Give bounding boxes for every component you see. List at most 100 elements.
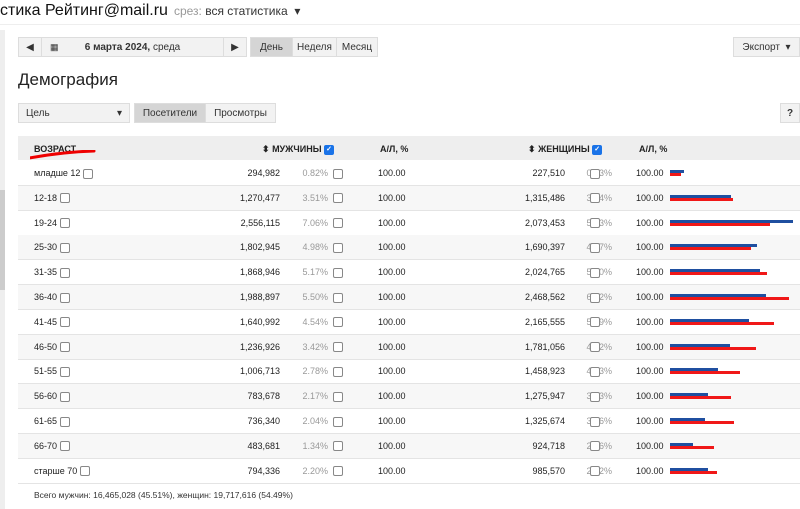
men-percent: 7.06% bbox=[302, 217, 328, 228]
women-bar bbox=[670, 396, 732, 400]
men-checkbox[interactable] bbox=[333, 292, 343, 303]
women-checkbox[interactable] bbox=[590, 317, 600, 328]
row-checkbox[interactable] bbox=[59, 367, 70, 378]
row-checkbox[interactable] bbox=[59, 218, 70, 229]
women-checkbox[interactable] bbox=[590, 267, 600, 278]
row-checkbox[interactable] bbox=[59, 441, 70, 452]
women-bar bbox=[670, 371, 741, 375]
row-checkbox[interactable] bbox=[59, 292, 70, 303]
period-month[interactable]: Месяц bbox=[336, 37, 378, 57]
men-checkbox[interactable]: ✓ bbox=[324, 144, 335, 155]
age-label: 56-60 bbox=[34, 391, 70, 402]
tab-views[interactable]: Просмотры bbox=[205, 103, 276, 123]
women-checkbox[interactable] bbox=[590, 242, 600, 254]
next-date-button[interactable]: ▶ bbox=[223, 37, 247, 57]
tab-visitors[interactable]: Посетители bbox=[134, 103, 206, 123]
totals-footer: Всего мужчин: 16,465,028 (45.51%), женщи… bbox=[34, 490, 293, 500]
men-percent: 4.54% bbox=[302, 316, 328, 327]
men-checkbox[interactable] bbox=[333, 366, 343, 378]
row-checkbox[interactable] bbox=[59, 267, 70, 278]
men-percent: 2.20% bbox=[302, 465, 328, 476]
women-al: 100.00 bbox=[636, 168, 664, 178]
men-checkbox[interactable] bbox=[333, 267, 343, 278]
header-women[interactable]: ⬍ ЖЕНЩИНЫ ✓ bbox=[528, 144, 603, 155]
men-percent: 5.50% bbox=[302, 292, 328, 302]
women-checkbox[interactable] bbox=[590, 292, 600, 303]
women-al: 100.00 bbox=[636, 242, 664, 253]
women-al: 100.00 bbox=[636, 416, 664, 426]
men-bar bbox=[670, 194, 732, 198]
women-value: 2,165,555 bbox=[524, 316, 565, 327]
women-value: 227,510 bbox=[532, 168, 565, 178]
men-percent: 4.98% bbox=[302, 242, 328, 253]
men-checkbox[interactable] bbox=[333, 466, 343, 477]
age-label: младше 12 bbox=[34, 168, 93, 179]
women-checkbox[interactable] bbox=[590, 466, 600, 477]
women-checkbox[interactable] bbox=[590, 218, 600, 229]
women-value: 1,690,397 bbox=[524, 242, 565, 253]
women-bar bbox=[670, 222, 770, 226]
women-checkbox[interactable]: ✓ bbox=[592, 144, 603, 155]
women-checkbox[interactable] bbox=[590, 366, 600, 378]
period-day[interactable]: День bbox=[250, 37, 293, 57]
men-checkbox[interactable] bbox=[333, 218, 343, 229]
help-button[interactable]: ? bbox=[780, 103, 800, 123]
men-checkbox[interactable] bbox=[333, 168, 343, 179]
women-value: 1,325,674 bbox=[524, 416, 565, 426]
men-value: 1,868,946 bbox=[239, 267, 280, 278]
row-checkbox[interactable] bbox=[79, 466, 90, 477]
header-age[interactable]: ВОЗРАСТ bbox=[34, 144, 77, 154]
men-al: 100.00 bbox=[378, 242, 406, 253]
men-checkbox[interactable] bbox=[333, 317, 343, 328]
women-checkbox[interactable] bbox=[590, 391, 600, 402]
table-row: 56-60 783,678 2.17% 100.00 1,275,947 3.5… bbox=[18, 384, 800, 410]
age-label: 46-50 bbox=[34, 342, 70, 353]
women-checkbox[interactable] bbox=[590, 342, 600, 353]
row-checkbox[interactable] bbox=[59, 193, 70, 204]
row-checkbox[interactable] bbox=[59, 416, 70, 427]
men-checkbox[interactable] bbox=[333, 342, 343, 353]
men-checkbox[interactable] bbox=[333, 193, 343, 204]
row-checkbox[interactable] bbox=[59, 342, 70, 353]
men-percent: 0.82% bbox=[302, 168, 328, 178]
men-percent: 2.17% bbox=[302, 391, 328, 402]
women-checkbox[interactable] bbox=[590, 193, 600, 204]
men-checkbox[interactable] bbox=[333, 441, 343, 452]
men-bar bbox=[670, 269, 760, 273]
row-checkbox[interactable] bbox=[59, 243, 70, 254]
calendar-icon: ▦ bbox=[50, 41, 59, 52]
slice-selector[interactable]: срез: вся статистика ▾ bbox=[173, 4, 301, 18]
prev-date-button[interactable]: ◀ bbox=[18, 37, 42, 57]
goal-select[interactable]: Цель ▾ bbox=[18, 103, 130, 123]
women-checkbox[interactable] bbox=[590, 416, 600, 427]
women-al: 100.00 bbox=[636, 440, 664, 451]
men-checkbox[interactable] bbox=[333, 416, 343, 427]
women-value: 1,275,947 bbox=[524, 391, 565, 402]
men-value: 2,556,115 bbox=[240, 217, 280, 228]
arrow-left-icon: ◀ bbox=[26, 41, 34, 53]
women-al: 100.00 bbox=[636, 316, 664, 327]
men-checkbox[interactable] bbox=[333, 391, 343, 402]
export-button[interactable]: Экспорт ▾ bbox=[733, 37, 800, 57]
header-women-al: А/Л, % bbox=[639, 144, 668, 154]
women-al: 100.00 bbox=[636, 391, 664, 402]
row-checkbox[interactable] bbox=[82, 168, 93, 179]
men-checkbox[interactable] bbox=[333, 242, 343, 254]
row-checkbox[interactable] bbox=[59, 317, 70, 328]
date-picker[interactable]: ▦ 6 марта 2024, среда bbox=[41, 37, 224, 57]
table-row: 46-50 1,236,926 3.42% 100.00 1,781,056 4… bbox=[18, 334, 800, 360]
period-week[interactable]: Неделя bbox=[292, 37, 337, 57]
women-al: 100.00 bbox=[636, 192, 664, 203]
row-checkbox[interactable] bbox=[59, 391, 70, 402]
men-al: 100.00 bbox=[378, 217, 406, 228]
women-bar bbox=[670, 173, 681, 176]
table-row: 41-45 1,640,992 4.54% 100.00 2,165,555 5… bbox=[18, 310, 800, 335]
men-value: 783,678 bbox=[247, 391, 280, 402]
women-checkbox[interactable] bbox=[590, 168, 600, 179]
men-percent: 2.78% bbox=[302, 366, 328, 377]
men-bar bbox=[670, 294, 766, 297]
header-men[interactable]: ⬍ МУЖЧИНЫ ✓ bbox=[262, 144, 335, 155]
side-scrollbar-thumb[interactable] bbox=[0, 190, 5, 290]
age-label: 66-70 bbox=[34, 441, 70, 452]
women-checkbox[interactable] bbox=[590, 441, 600, 452]
